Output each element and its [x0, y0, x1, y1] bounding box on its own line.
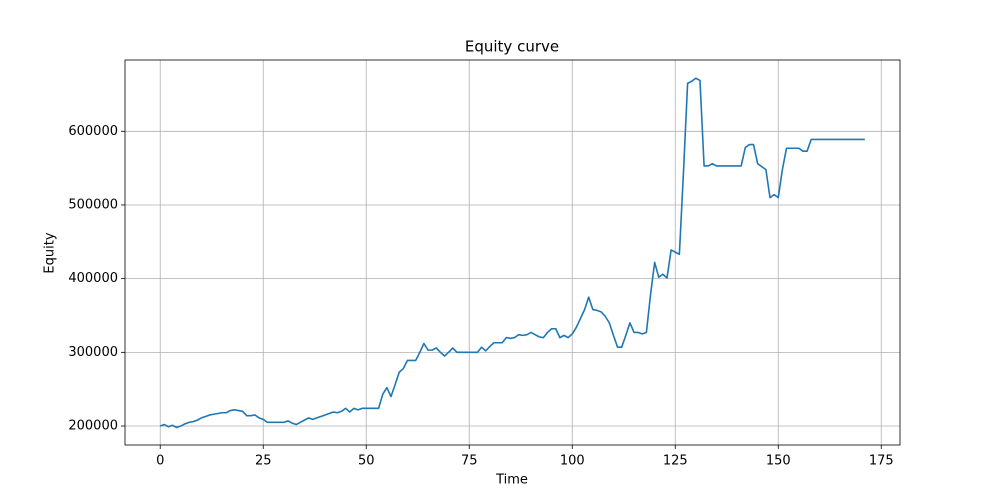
x-tick-label: 150 [766, 454, 791, 469]
chart-title: Equity curve [465, 38, 559, 56]
x-axis-label: Time [495, 473, 528, 488]
x-tick-label: 25 [255, 454, 272, 469]
x-tick-label: 50 [358, 454, 375, 469]
plot-area [159, 77, 865, 429]
line-series [159, 77, 865, 429]
x-tick-label: 175 [869, 454, 894, 469]
y-tick-label: 600000 [68, 124, 118, 139]
y-tick-label: 400000 [68, 271, 118, 286]
y-tick-label: 500000 [68, 197, 118, 212]
y-tick-label: 200000 [68, 419, 118, 434]
axes-frame [124, 59, 901, 446]
x-tick-label: 125 [663, 454, 688, 469]
y-tick-label: 300000 [68, 345, 118, 360]
x-tick-label: 100 [560, 454, 585, 469]
y-axis-label: Equity [43, 232, 58, 273]
x-tick-label: 0 [156, 454, 164, 469]
x-tick-label: 75 [461, 454, 478, 469]
